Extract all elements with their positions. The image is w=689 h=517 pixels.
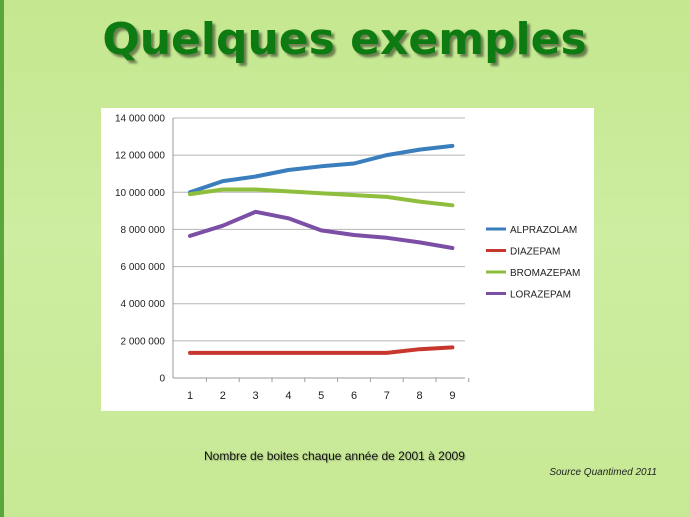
y-tick-label: 2 000 000 xyxy=(121,336,166,347)
y-tick-label: 10 000 000 xyxy=(115,188,165,199)
legend-label-alprazolam: ALPRAZOLAM xyxy=(510,225,577,236)
legend-label-lorazepam: LORAZEPAM xyxy=(510,290,571,301)
x-tick-label: 6 xyxy=(351,390,357,402)
legend-label-bromazepam: BROMAZEPAM xyxy=(510,268,580,279)
series-line-alprazolam xyxy=(188,143,455,195)
x-tick-label: 3 xyxy=(253,390,259,402)
x-tick-label: 2 xyxy=(220,390,226,402)
x-tick-label: 8 xyxy=(417,390,423,402)
slide-title: Quelques exemples xyxy=(102,14,587,65)
line-chart: 0 2 000 000 4 000 000 6 000 000 8 000 000 10 … xyxy=(115,114,580,403)
source-note: Source Quantimed 2011 xyxy=(549,467,657,478)
series-line-bromazepam xyxy=(188,187,455,208)
series-line-diazepam xyxy=(188,345,455,355)
series-line-lorazepam xyxy=(188,209,455,250)
y-tick-label: 12 000 000 xyxy=(115,151,165,162)
x-tick-label: 7 xyxy=(384,390,390,402)
x-tick-label: 5 xyxy=(318,390,324,402)
x-tick-label: 9 xyxy=(449,390,455,402)
chart-panel: 0 2 000 000 4 000 000 6 000 000 8 000 000 10 … xyxy=(101,108,594,411)
y-tick-label: 14 000 000 xyxy=(115,114,165,125)
y-tick-label: 6 000 000 xyxy=(121,262,166,273)
y-tick-label: 0 xyxy=(159,374,165,385)
slide-left-border xyxy=(0,0,4,517)
chart-caption: Nombre de boites chaque année de 2001 à … xyxy=(204,449,465,463)
y-tick-label: 8 000 000 xyxy=(121,225,166,236)
legend-label-diazepam: DIAZEPAM xyxy=(510,247,560,258)
x-tick-label: 1 xyxy=(187,390,193,402)
x-tick-label: 4 xyxy=(285,390,291,402)
y-tick-label: 4 000 000 xyxy=(121,299,166,310)
